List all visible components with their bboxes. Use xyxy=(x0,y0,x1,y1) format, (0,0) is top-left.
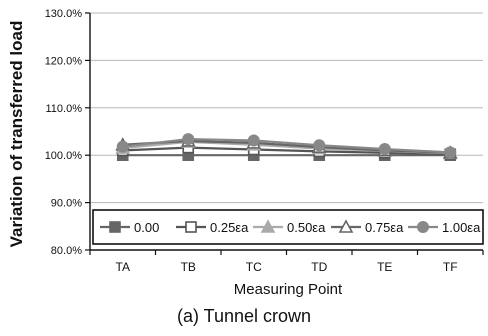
x-tick-label: TE xyxy=(377,260,392,274)
series-line-4 xyxy=(122,139,451,154)
legend: 0.00 0.25εa 0.50εa 0.75εa 1.00εa xyxy=(92,209,484,245)
legend-marker xyxy=(338,219,354,233)
grid xyxy=(90,12,483,204)
legend-marker xyxy=(260,219,276,233)
y-tick-labels: 80.0% 90.0% 100.0% 110.0% 120.0% 130.0% xyxy=(45,8,83,257)
y-axis-title: Variation of transferred load xyxy=(7,21,26,248)
series-5-point xyxy=(444,146,457,159)
y-tick-label: 120.0% xyxy=(45,55,83,67)
series xyxy=(115,133,458,161)
y-tick-label: 90.0% xyxy=(51,198,82,210)
legend-marker xyxy=(417,221,429,233)
series-line-5 xyxy=(122,137,451,154)
x-tick-labels: TA TB TC TD TE TF xyxy=(116,260,458,274)
legend-label: 0.50εa xyxy=(287,220,326,235)
x-axis-title: Measuring Point xyxy=(234,281,343,298)
y-tick-label: 100.0% xyxy=(45,150,83,162)
legend-label: 0.25εa xyxy=(210,220,249,235)
y-tick-label: 80.0% xyxy=(51,245,82,257)
legend-label: 0.00 xyxy=(134,220,159,235)
series-5-point xyxy=(378,143,391,156)
x-tick-label: TB xyxy=(181,260,196,274)
legend-marker xyxy=(185,221,197,233)
legend-marker xyxy=(109,221,121,233)
x-tick-label: TA xyxy=(116,260,130,274)
series-5-point xyxy=(313,139,326,152)
figure-caption: (a) Tunnel crown xyxy=(176,306,312,326)
x-tick-label: TD xyxy=(311,260,327,274)
series-5-point xyxy=(116,140,129,153)
series-line-2 xyxy=(122,146,451,156)
series-5-point xyxy=(182,133,195,146)
x-tick-label: TC xyxy=(246,260,262,274)
x-tick-label: TF xyxy=(443,260,458,274)
y-tick-label: 130.0% xyxy=(45,8,83,20)
y-tick-label: 110.0% xyxy=(46,103,83,115)
legend-label: 1.00εa xyxy=(442,220,481,235)
legend-label: 0.75εa xyxy=(365,220,404,235)
series-5-point xyxy=(247,134,260,147)
axes xyxy=(85,12,484,255)
